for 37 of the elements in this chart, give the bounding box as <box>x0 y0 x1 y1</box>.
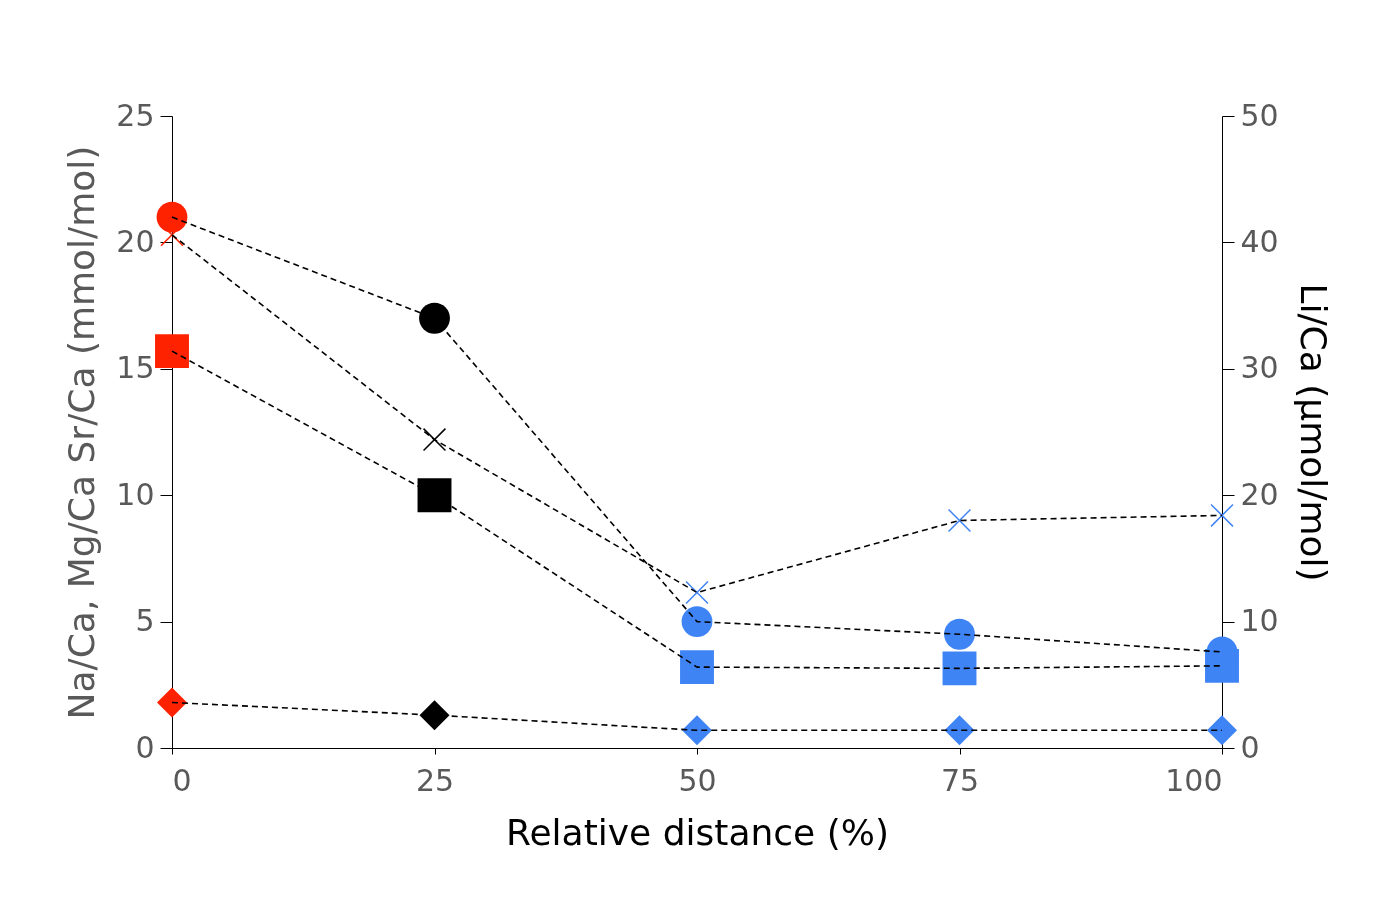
y2-tick-label: 50 <box>1240 97 1279 133</box>
x-tick-label: 0 <box>172 762 192 798</box>
x-tick-label: 100 <box>1165 762 1223 798</box>
y-axis-title: Na/Ca, Mg/Ca Sr/Ca (mmol/mol) <box>61 145 103 720</box>
point <box>685 580 709 605</box>
y-tick-label: 10 <box>116 476 155 512</box>
point <box>680 650 714 685</box>
y2-axis-title: Li/Ca (μmol/mol) <box>1292 283 1334 582</box>
point <box>681 606 713 637</box>
point <box>422 427 447 452</box>
point <box>1210 503 1234 528</box>
point <box>157 687 187 718</box>
y-tick-label: 20 <box>116 223 155 259</box>
point <box>419 302 450 334</box>
y2-tick-label: 40 <box>1240 223 1279 259</box>
x-tick-label: 50 <box>678 762 717 798</box>
y-tick-label: 5 <box>135 603 155 639</box>
x-axis-title: Relative distance (%) <box>506 811 889 853</box>
y2-tick-label: 30 <box>1240 350 1279 386</box>
point <box>1207 715 1237 746</box>
x-tick-label: 25 <box>415 762 455 798</box>
point <box>682 715 712 746</box>
y-tick-label: 25 <box>116 97 155 133</box>
y2-tick-label: 20 <box>1240 476 1279 512</box>
point <box>417 478 452 513</box>
point <box>156 201 188 233</box>
point <box>942 651 977 686</box>
point <box>155 334 189 369</box>
y2-tick-label: 0 <box>1240 729 1260 765</box>
y2-tick-label: 10 <box>1240 603 1279 639</box>
point <box>944 618 975 650</box>
y-tick-label: 0 <box>135 729 155 765</box>
x-tick-label: 75 <box>940 762 980 798</box>
point <box>947 508 972 533</box>
y-tick-label: 15 <box>116 350 155 386</box>
point <box>419 700 450 731</box>
point <box>944 715 975 746</box>
